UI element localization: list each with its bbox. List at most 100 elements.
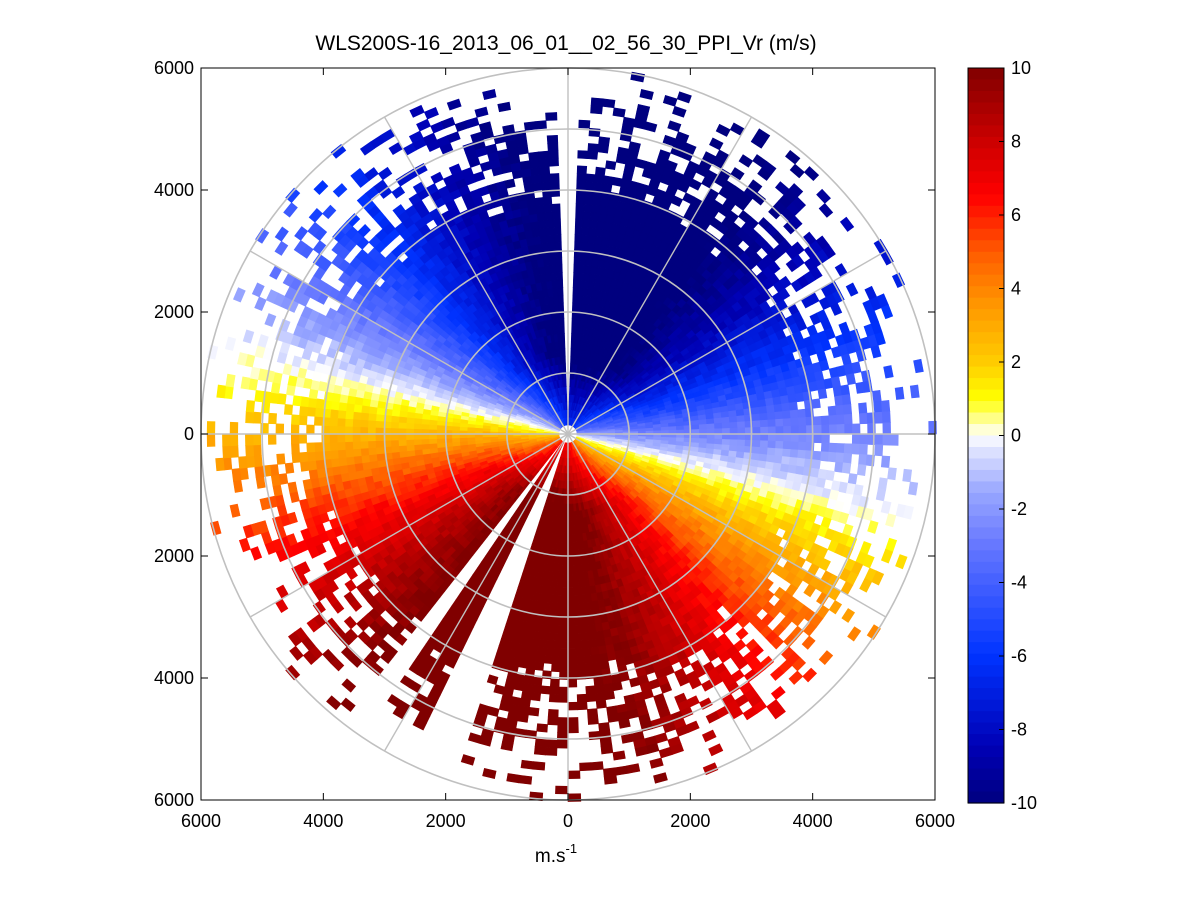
velocity-cell — [254, 465, 264, 479]
velocity-cell — [832, 289, 845, 304]
velocity-cell — [589, 639, 599, 649]
velocity-cell — [215, 457, 225, 472]
velocity-cell — [834, 461, 844, 473]
velocity-cell — [567, 679, 578, 688]
velocity-cell — [736, 445, 746, 453]
velocity-cell — [676, 91, 692, 104]
velocity-cell — [552, 648, 561, 657]
velocity-cell — [532, 676, 543, 687]
velocity-cell — [530, 691, 541, 702]
velocity-cell — [728, 410, 738, 418]
velocity-cell — [821, 433, 830, 444]
velocity-cell — [252, 444, 262, 457]
velocity-cell — [853, 484, 864, 497]
velocity-cell — [788, 215, 803, 230]
velocity-cell — [359, 419, 369, 428]
velocity-cell — [859, 578, 873, 593]
velocity-cell — [543, 655, 553, 665]
velocity-cell — [546, 624, 555, 634]
velocity-cell — [270, 474, 281, 487]
velocity-cell — [574, 226, 583, 236]
velocity-cell — [778, 287, 791, 301]
velocity-cell — [533, 746, 547, 756]
velocity-cell — [405, 428, 414, 435]
velocity-cell — [690, 419, 700, 426]
velocity-cell — [594, 174, 605, 184]
velocity-cell — [284, 462, 295, 474]
velocity-cell — [595, 166, 606, 177]
velocity-cell — [574, 625, 583, 634]
velocity-cell — [556, 579, 564, 589]
velocity-cell — [238, 456, 248, 469]
velocity-cell — [843, 413, 853, 425]
velocity-cell — [292, 395, 302, 407]
velocity-cell — [612, 750, 626, 761]
velocity-cell — [902, 468, 913, 483]
velocity-cell — [841, 394, 852, 406]
velocity-cell — [781, 402, 791, 412]
velocity-cell — [577, 579, 585, 588]
velocity-cell — [829, 424, 838, 435]
velocity-cell — [559, 663, 569, 673]
velocity-cell — [881, 411, 891, 424]
velocity-cell — [545, 739, 558, 749]
velocity-cell — [909, 384, 920, 399]
velocity-cell — [560, 633, 569, 642]
velocity-cell — [571, 541, 577, 551]
velocity-cell — [577, 701, 588, 711]
velocity-cell — [315, 398, 325, 409]
velocity-cell — [817, 388, 828, 400]
velocity-cell — [428, 442, 438, 449]
velocity-cell — [872, 389, 882, 403]
velocity-cell — [880, 400, 891, 413]
velocity-cell — [612, 107, 626, 118]
velocity-cell — [570, 518, 575, 528]
velocity-cell — [359, 433, 369, 442]
velocity-cell — [574, 617, 582, 627]
velocity-cell — [589, 219, 599, 229]
velocity-cell — [883, 365, 894, 379]
velocity-cell — [291, 452, 301, 464]
velocity-cell — [585, 693, 597, 703]
velocity-cell — [329, 441, 338, 451]
velocity-cell — [567, 587, 574, 596]
velocity-cell — [573, 264, 581, 274]
velocity-cell — [547, 709, 559, 718]
velocity-cell — [583, 662, 594, 672]
velocity-cell — [405, 422, 415, 429]
velocity-cell — [336, 417, 346, 427]
velocity-cell — [789, 409, 799, 419]
velocity-cell — [891, 272, 906, 289]
velocity-cell — [576, 564, 583, 573]
velocity-cell — [811, 459, 821, 470]
velocity-cell — [730, 167, 745, 181]
velocity-cell — [576, 165, 588, 175]
velocity-cell — [842, 404, 853, 416]
velocity-cell — [781, 456, 791, 466]
velocity-cell — [222, 457, 233, 471]
velocity-cell — [761, 160, 777, 175]
velocity-cell — [859, 443, 868, 456]
velocity-cell — [573, 602, 581, 612]
velocity-cell — [206, 421, 216, 435]
velocity-cell — [675, 425, 685, 431]
velocity-cell — [548, 693, 560, 703]
plot-area: 6000 4000 2000 0 2000 4000 6000 60004000200002… — [154, 58, 955, 831]
velocity-cell — [306, 406, 316, 417]
velocity-cell — [593, 181, 604, 192]
velocity-cell — [818, 650, 834, 666]
velocity-cell — [344, 425, 353, 435]
velocity-cell — [567, 656, 577, 665]
velocity-cell — [759, 419, 769, 428]
velocity-cell — [614, 765, 629, 776]
velocity-cell — [359, 440, 369, 449]
velocity-cell — [775, 426, 784, 435]
velocity-cell — [535, 654, 545, 664]
velocity-cell — [345, 402, 355, 412]
velocity-cell — [582, 219, 591, 229]
velocity-cell — [553, 632, 562, 642]
velocity-cell — [538, 631, 548, 641]
velocity-cell — [306, 442, 316, 453]
velocity-cell — [672, 105, 687, 118]
velocity-cell — [698, 423, 708, 430]
